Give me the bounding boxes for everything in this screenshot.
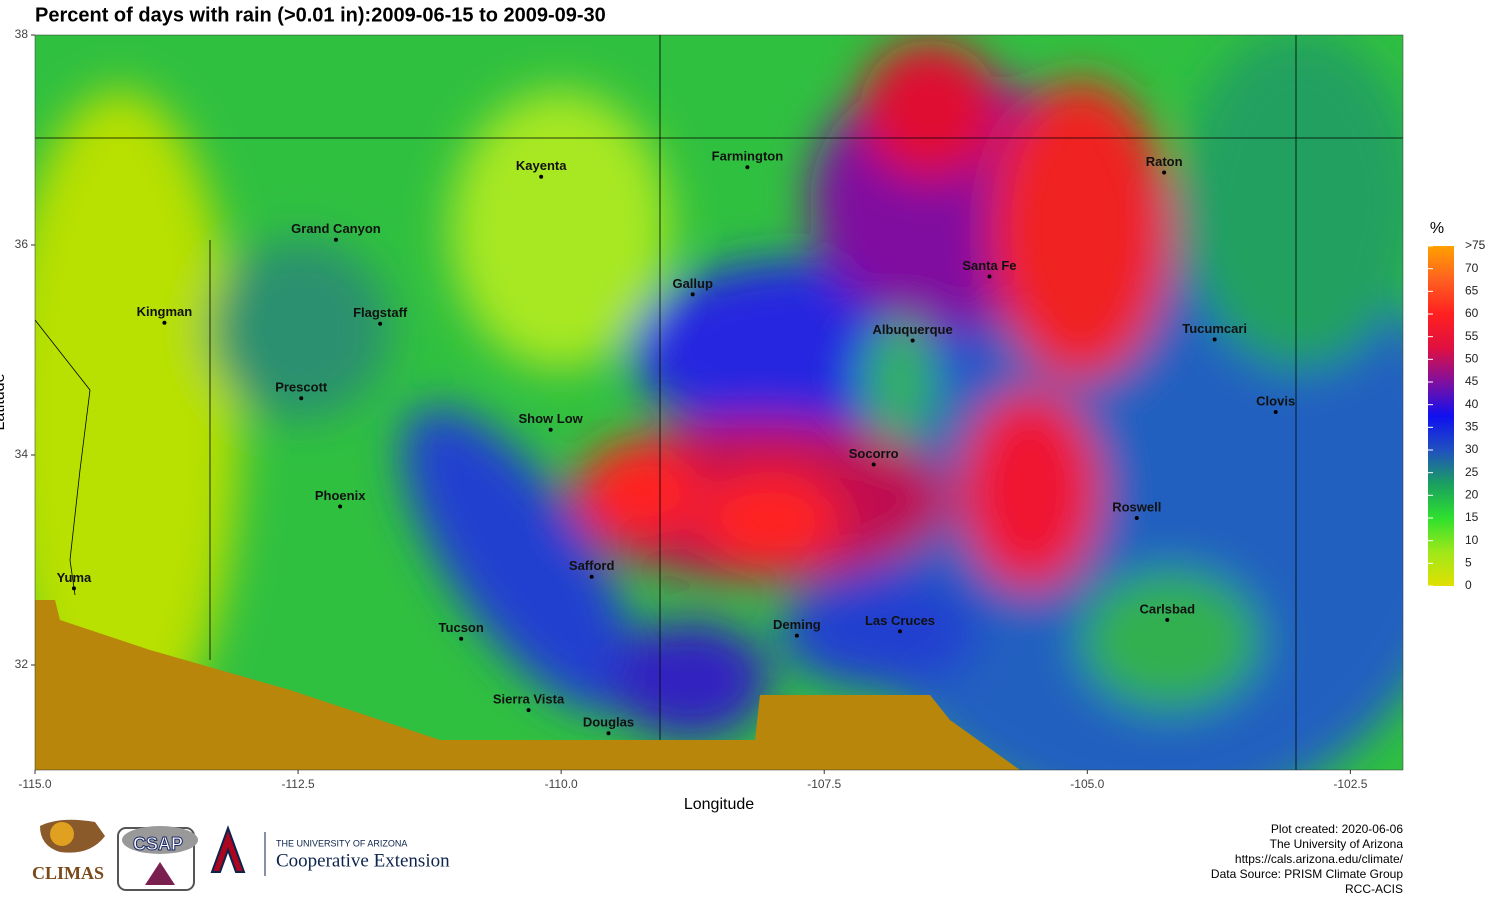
city-label: Grand Canyon (291, 221, 381, 236)
x-tick-label: -112.5 (282, 777, 315, 791)
x-tick-label: -110.0 (545, 777, 578, 791)
city-dot (71, 586, 76, 591)
city-label: Las Cruces (865, 613, 935, 628)
colorbar-label: 30 (1465, 442, 1479, 456)
city-label: Prescott (275, 380, 328, 395)
x-tick-label: -107.5 (807, 777, 841, 791)
city-dot (378, 321, 383, 326)
city-label: Santa Fe (962, 258, 1016, 273)
city-dot (745, 165, 750, 170)
legend-title: % (1430, 220, 1444, 237)
city-dot (459, 636, 464, 641)
colorbar-label: 15 (1465, 510, 1479, 524)
logo-climas: CLIMAS (32, 863, 104, 883)
city-dot (897, 629, 902, 634)
raster (35, 35, 1403, 770)
x-tick-label: -115.0 (18, 777, 51, 791)
colorbar-label: 35 (1465, 420, 1479, 434)
city-dot (1165, 617, 1170, 622)
y-tick-label: 34 (15, 447, 29, 461)
colorbar-label: 20 (1465, 488, 1479, 502)
city-dot (1162, 170, 1167, 175)
city-label: Kayenta (516, 158, 567, 173)
colorbar-label: 60 (1465, 306, 1479, 320)
city-dot (299, 396, 304, 401)
city-label: Raton (1146, 154, 1183, 169)
colorbar-label: 10 (1465, 533, 1479, 547)
city-dot (606, 731, 611, 736)
colorbar-label: 70 (1465, 261, 1479, 275)
city-label: Deming (773, 617, 821, 632)
y-tick-label: 32 (15, 657, 29, 671)
colorbar-label: 40 (1465, 397, 1479, 411)
logos: CLIMAS CSAP THE UNIVERSITY OF ARIZONA Co… (32, 819, 450, 891)
colorbar-label: 25 (1465, 465, 1479, 479)
city-label: Safford (569, 558, 615, 573)
y-tick-label: 36 (15, 237, 29, 251)
city-dot (589, 574, 594, 579)
logo-ua-small: THE UNIVERSITY OF ARIZONA (276, 838, 407, 848)
y-axis-label: Latitude (0, 373, 8, 430)
city-label: Socorro (849, 446, 899, 461)
colorbar-label: 50 (1465, 352, 1479, 366)
city-label: Sierra Vista (493, 692, 565, 707)
x-tick-label: -102.5 (1333, 777, 1367, 791)
credit-line: Data Source: PRISM Climate Group (1211, 867, 1403, 881)
colorbar-label: >75 (1465, 238, 1486, 252)
city-dot (333, 237, 338, 242)
x-tick-label: -105.0 (1070, 777, 1104, 791)
city-label: Tucson (439, 620, 484, 635)
city-dot (871, 462, 876, 467)
city-label: Show Low (518, 411, 583, 426)
city-dot (910, 338, 915, 343)
city-dot (539, 174, 544, 179)
colorbar-label: 5 (1465, 556, 1472, 570)
city-dot (1134, 516, 1139, 520)
logo-csap: CSAP (133, 834, 183, 854)
city-dot (338, 504, 343, 509)
city-label: Flagstaff (353, 305, 408, 320)
city-dot (1212, 337, 1217, 342)
city-dot (690, 292, 695, 297)
city-label: Yuma (57, 570, 92, 585)
city-label: Kingman (137, 304, 193, 319)
city-label: Roswell (1112, 499, 1161, 514)
city-dot (987, 274, 992, 279)
colorbar-label: 45 (1465, 374, 1479, 388)
city-label: Tucumcari (1182, 321, 1247, 336)
city-label: Gallup (672, 276, 713, 291)
city-label: Albuquerque (873, 322, 953, 337)
chart-title: Percent of days with rain (>0.01 in):200… (35, 4, 606, 26)
city-label: Phoenix (315, 488, 366, 503)
credit-line: The University of Arizona (1270, 837, 1404, 851)
colorbar-label: 65 (1465, 284, 1479, 298)
city-dot (162, 320, 167, 325)
plot-frame (34, 34, 1404, 771)
y-tick-label: 38 (15, 27, 29, 41)
logo-ua-big: Cooperative Extension (276, 850, 450, 871)
city-label: Carlsbad (1139, 601, 1195, 616)
city-label: Douglas (583, 715, 634, 730)
credit-line: https://cals.arizona.edu/climate/ (1235, 852, 1404, 866)
city-label: Farmington (712, 149, 784, 164)
credit-line: Plot created: 2020-06-06 (1271, 822, 1403, 836)
city-dot (1273, 409, 1278, 414)
city-dot (548, 427, 553, 432)
colorbar-label: 55 (1465, 329, 1479, 343)
city-dot (526, 708, 531, 713)
x-axis-label: Longitude (684, 796, 754, 813)
city-label: Clovis (1256, 393, 1295, 408)
credit-line: RCC-ACIS (1345, 882, 1403, 896)
city-dot (794, 633, 799, 638)
colorbar-label: 0 (1465, 578, 1472, 592)
colorbar (1428, 246, 1454, 586)
